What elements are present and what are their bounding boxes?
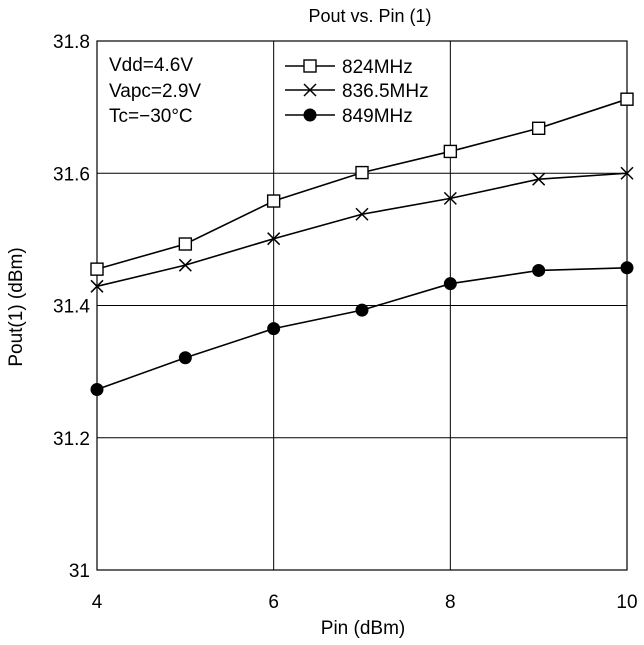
legend-label: 824MHz <box>342 57 413 78</box>
data-point <box>266 194 281 208</box>
y-tick-label: 31.2 <box>53 429 90 450</box>
legend-entry: 824MHz <box>285 57 413 78</box>
y-axis-label: Pout(1) (dBm) <box>6 247 27 366</box>
legend-entry: 849MHz <box>285 106 413 127</box>
legend-marker <box>303 108 317 122</box>
y-tick-label: 31.8 <box>53 32 90 53</box>
data-point <box>90 382 104 396</box>
data-point <box>620 92 634 106</box>
data-point <box>178 351 192 365</box>
chart-title: Pout vs. Pin (1) <box>308 6 431 26</box>
data-point <box>443 191 457 205</box>
annotation-vapc: Vapc=2.9V <box>109 81 201 102</box>
legend-label: 836.5MHz <box>342 81 429 102</box>
series-layer <box>90 92 634 396</box>
y-tick-label: 31 <box>69 561 90 582</box>
data-point <box>178 237 193 251</box>
series-3 <box>90 261 634 396</box>
legend-marker <box>303 83 317 97</box>
legend: 824MHz 836.5MHz 849MHz <box>285 57 429 127</box>
plot-frame <box>96 40 628 571</box>
series-line <box>96 172 628 288</box>
data-point <box>531 121 546 135</box>
x-tick-label: 4 <box>92 592 103 613</box>
data-point <box>355 165 369 180</box>
y-tick-label: 31.6 <box>53 164 90 185</box>
y-tick-label: 31.4 <box>53 297 90 318</box>
annotation-tc: Tc=−30°C <box>109 106 193 127</box>
data-point <box>620 166 634 180</box>
legend-label: 849MHz <box>342 106 413 127</box>
legend-entry: 836.5MHz <box>285 81 429 102</box>
data-point <box>443 277 457 291</box>
data-point <box>532 263 546 277</box>
data-point <box>355 207 369 221</box>
data-point <box>620 261 634 275</box>
data-point <box>267 232 281 246</box>
data-point <box>90 262 104 276</box>
series-line <box>96 267 628 391</box>
data-point <box>178 258 192 272</box>
data-point <box>267 322 281 336</box>
series-2 <box>90 166 634 293</box>
x-tick-label: 8 <box>445 592 456 613</box>
annotation-vdd: Vdd=4.6V <box>109 55 193 76</box>
series-1 <box>90 92 634 276</box>
data-point <box>532 172 546 186</box>
x-tick-label: 6 <box>268 592 279 613</box>
x-tick-label: 10 <box>616 592 637 613</box>
x-axis-label: Pin (dBm) <box>321 618 405 639</box>
tick-labels: 4 6 8 10 31 31.2 31.4 31.6 31.8 <box>53 32 638 613</box>
data-point <box>90 279 104 293</box>
data-point <box>355 303 369 317</box>
data-point <box>443 144 458 159</box>
condition-annotations: Vdd=4.6V Vapc=2.9V Tc=−30°C <box>109 55 201 127</box>
legend-marker <box>303 59 317 73</box>
